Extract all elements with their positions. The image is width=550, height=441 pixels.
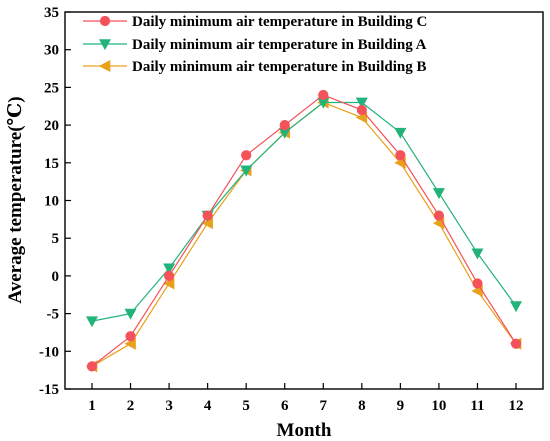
data-point [163,263,176,275]
data-point [240,165,253,177]
y-tick-label: 35 [44,5,59,21]
legend-label: Daily minimum air temperature in Buildin… [132,37,427,53]
data-point [472,278,483,289]
x-tick-label: 6 [281,398,289,414]
data-point [355,97,368,109]
data-point [202,210,213,221]
data-point [85,316,98,328]
legend-item: Daily minimum air temperature in Buildin… [83,37,427,53]
data-point [125,331,136,342]
x-axis: 1 2 3 4 5 6 7 8 9 10 11 12 [88,383,524,414]
data-point [432,188,445,200]
y-tick-label: 0 [52,269,60,285]
data-point [471,248,484,260]
legend-label: Daily minimum air temperature in Buildin… [132,59,426,75]
x-tick-label: 5 [242,398,250,414]
y-tick-label: 25 [44,80,59,96]
data-point [394,127,407,139]
data-point [318,89,329,101]
x-tick-label: 7 [320,398,328,414]
series-line [91,101,517,367]
data-point [510,301,523,313]
x-axis-title: Month [277,420,332,441]
series-1 [86,89,522,372]
x-tick-label: 10 [431,398,446,414]
data-point [163,270,175,282]
series-3 [85,96,522,373]
legend-item: Daily minimum air temperature in Buildin… [83,59,426,75]
x-tick-label: 8 [358,398,366,414]
legend-label: Daily minimum air temperature in Buildin… [132,14,427,30]
series-line [91,94,517,367]
x-tick-label: 12 [509,398,524,414]
y-tick-label: 30 [44,43,59,59]
legend-item: Daily minimum air temperature in Buildin… [83,14,427,30]
series-2 [85,97,523,328]
series-layer [85,89,523,373]
data-point [86,361,98,372]
y-tick-label: -10 [39,344,59,360]
y-axis: -15 -10 -5 0 5 10 15 20 25 30 35 [39,5,71,398]
data-point [279,119,290,131]
legend-marker [98,60,111,72]
data-point [241,150,252,161]
data-point [395,150,406,161]
x-tick-label: 1 [88,398,96,414]
series-line [91,101,517,322]
y-tick-label: 15 [44,156,59,172]
y-axis-title: Average temperature(℃) [5,96,26,303]
data-point [433,210,445,221]
x-tick-label: 11 [470,398,484,414]
data-point [510,338,522,349]
data-point [356,104,367,116]
y-tick-label: 10 [44,194,59,210]
legend-marker [99,15,111,27]
legend-marker [98,39,112,51]
y-tick-label: -5 [47,307,60,323]
y-tick-label: 5 [52,231,60,247]
x-tick-label: 9 [397,398,405,414]
y-tick-label: -15 [39,382,59,398]
y-tick-label: 20 [44,118,59,134]
x-tick-label: 2 [127,398,135,414]
x-tick-label: 4 [204,398,212,414]
legend: Daily minimum air temperature in Buildin… [83,14,427,75]
data-point [124,308,137,320]
x-tick-label: 3 [165,398,173,414]
